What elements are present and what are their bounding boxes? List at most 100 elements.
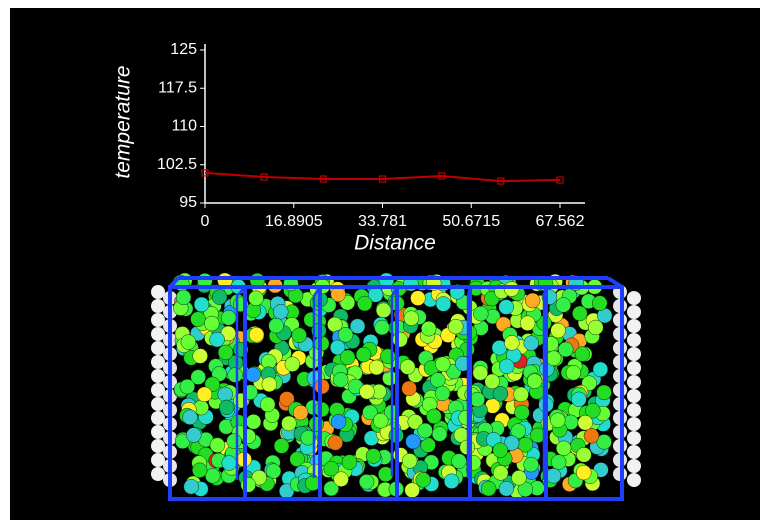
wall-atom (627, 473, 641, 487)
particle (273, 438, 290, 454)
x-axis-title: Distance (354, 232, 436, 255)
y-tick-label: 117.5 (158, 79, 197, 96)
particle (359, 384, 375, 400)
particle (175, 289, 192, 306)
wall-atom (151, 425, 165, 439)
particle (248, 327, 265, 343)
particle (431, 426, 448, 442)
particle (511, 470, 527, 486)
particle (571, 391, 587, 408)
simulation-box (168, 276, 624, 501)
particle (349, 318, 366, 334)
particle (323, 480, 339, 497)
particle (498, 358, 515, 375)
particle (190, 311, 206, 327)
particle (281, 415, 297, 432)
data-point (201, 169, 209, 177)
particle (217, 344, 234, 361)
particle (186, 427, 202, 443)
particle (572, 305, 588, 322)
particle (513, 386, 529, 403)
particle (339, 349, 356, 366)
particle (405, 433, 421, 450)
particle (327, 435, 344, 451)
particle (217, 386, 233, 403)
wall-atom (151, 285, 165, 299)
particle (510, 423, 526, 439)
box-dividers (243, 287, 548, 499)
wall-atom (151, 439, 165, 453)
wall-atom (627, 291, 641, 305)
particle (323, 460, 339, 477)
wall-atom (151, 411, 165, 425)
x-tick-label: 50.6715 (442, 213, 500, 230)
particle (226, 433, 242, 449)
particle (435, 356, 451, 372)
particle (209, 331, 225, 348)
wall-atom (151, 397, 165, 411)
particle (259, 396, 276, 413)
x-tick-label: 67.562 (536, 213, 585, 230)
wall-atom (627, 431, 641, 445)
particle (404, 482, 420, 498)
wall-atom (627, 403, 641, 417)
particle (265, 463, 282, 479)
particle (430, 372, 446, 388)
particle (368, 359, 385, 376)
data-line (204, 171, 561, 183)
particle (519, 315, 536, 331)
particle (190, 369, 206, 385)
wall-atom (627, 375, 641, 389)
wall-atom (627, 347, 641, 361)
particle (526, 373, 543, 389)
particle (227, 367, 243, 383)
particle (251, 469, 267, 486)
particle (596, 384, 612, 401)
wall-atom (627, 333, 641, 347)
box-inner-edges (235, 286, 548, 480)
wall-atom (627, 459, 641, 473)
particle (180, 334, 197, 350)
particle (183, 479, 199, 495)
particle (373, 413, 389, 429)
particle (279, 391, 295, 407)
particle (577, 415, 593, 431)
x-tick-label: 0 (201, 213, 210, 230)
particle (193, 296, 210, 313)
particle (337, 327, 354, 343)
wall-atom (627, 445, 641, 459)
particle (341, 454, 358, 470)
particle (583, 428, 600, 444)
particle (192, 348, 208, 364)
particle (576, 447, 592, 463)
particle (221, 455, 237, 471)
particle (523, 456, 539, 473)
wall-atom (151, 313, 165, 327)
wall-atom (151, 453, 165, 467)
particle (415, 472, 431, 488)
particle (407, 414, 423, 430)
particle (550, 412, 566, 428)
wall-atom (627, 389, 641, 403)
wall-atom (151, 369, 165, 383)
particle (596, 434, 612, 450)
particle (204, 315, 220, 332)
particle (443, 473, 460, 489)
particle (196, 386, 213, 403)
y-axis-title: temperature (112, 65, 135, 178)
particle (192, 462, 208, 478)
chart: Distance temperature 95 102.5 110 117.5 125 0… (112, 41, 585, 255)
wall-atom (151, 355, 165, 369)
particle (329, 339, 346, 356)
data-point (497, 177, 505, 185)
particle (245, 366, 261, 383)
particle (472, 365, 488, 381)
particle (240, 477, 256, 493)
particle (556, 440, 572, 456)
wall-atom (151, 299, 165, 313)
y-tick-label: 110 (171, 118, 197, 135)
particle (273, 304, 289, 320)
particle (585, 403, 601, 419)
particle (417, 422, 433, 439)
